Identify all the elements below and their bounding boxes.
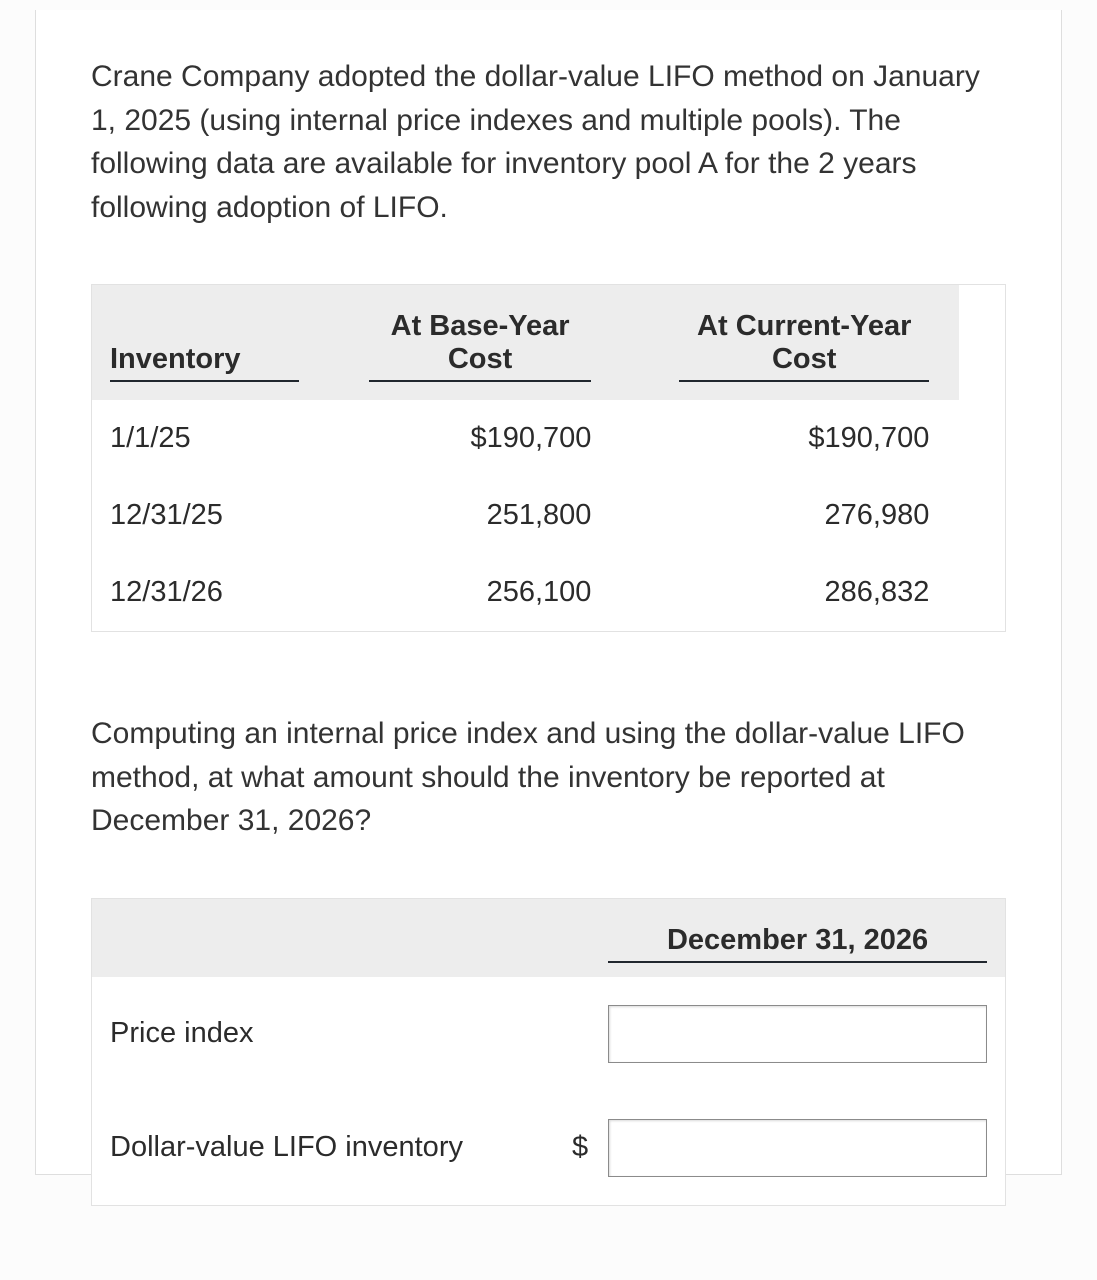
problem-card: Crane Company adopted the dollar-value L…	[35, 10, 1062, 1175]
inventory-data-table: Inventory At Base-Year Cost At Current-Y…	[91, 284, 1006, 632]
table-head: Inventory At Base-Year Cost At Current-Y…	[92, 285, 1005, 400]
cell-base: $190,700	[357, 400, 622, 477]
page: Crane Company adopted the dollar-value L…	[0, 0, 1097, 1280]
cell-date: 12/31/25	[92, 477, 311, 554]
cell-date: 12/31/26	[92, 554, 311, 631]
intro-paragraph: Crane Company adopted the dollar-value L…	[91, 55, 1006, 229]
answer-col-header: December 31, 2026	[608, 924, 987, 963]
price-index-label: Price index	[92, 977, 539, 1091]
cell-base: 251,800	[357, 477, 622, 554]
cell-current: 276,980	[667, 477, 959, 554]
table-row: 12/31/25 251,800 276,980	[92, 477, 1005, 554]
dv-lifo-input[interactable]	[608, 1119, 987, 1177]
table-row: 1/1/25 $190,700 $190,700	[92, 400, 1005, 477]
answer-table: December 31, 2026 Price index Dollar-val…	[91, 898, 1006, 1206]
cell-current: $190,700	[667, 400, 959, 477]
cell-base: 256,100	[357, 554, 622, 631]
cell-current: 286,832	[667, 554, 959, 631]
cell-date: 1/1/25	[92, 400, 311, 477]
col-header-current-year: At Current-Year Cost	[679, 310, 929, 382]
price-index-input[interactable]	[608, 1005, 987, 1063]
question-paragraph: Computing an internal price index and us…	[91, 712, 1006, 843]
col-header-base-year: At Base-Year Cost	[369, 310, 592, 382]
dv-lifo-label: Dollar-value LIFO inventory	[92, 1091, 539, 1205]
answer-row-dv-lifo: Dollar-value LIFO inventory $	[92, 1091, 1005, 1205]
currency-symbol: $	[539, 1091, 594, 1205]
col-header-inventory: Inventory	[110, 343, 299, 382]
answer-row-price-index: Price index	[92, 977, 1005, 1091]
table-row: 12/31/26 256,100 286,832	[92, 554, 1005, 631]
